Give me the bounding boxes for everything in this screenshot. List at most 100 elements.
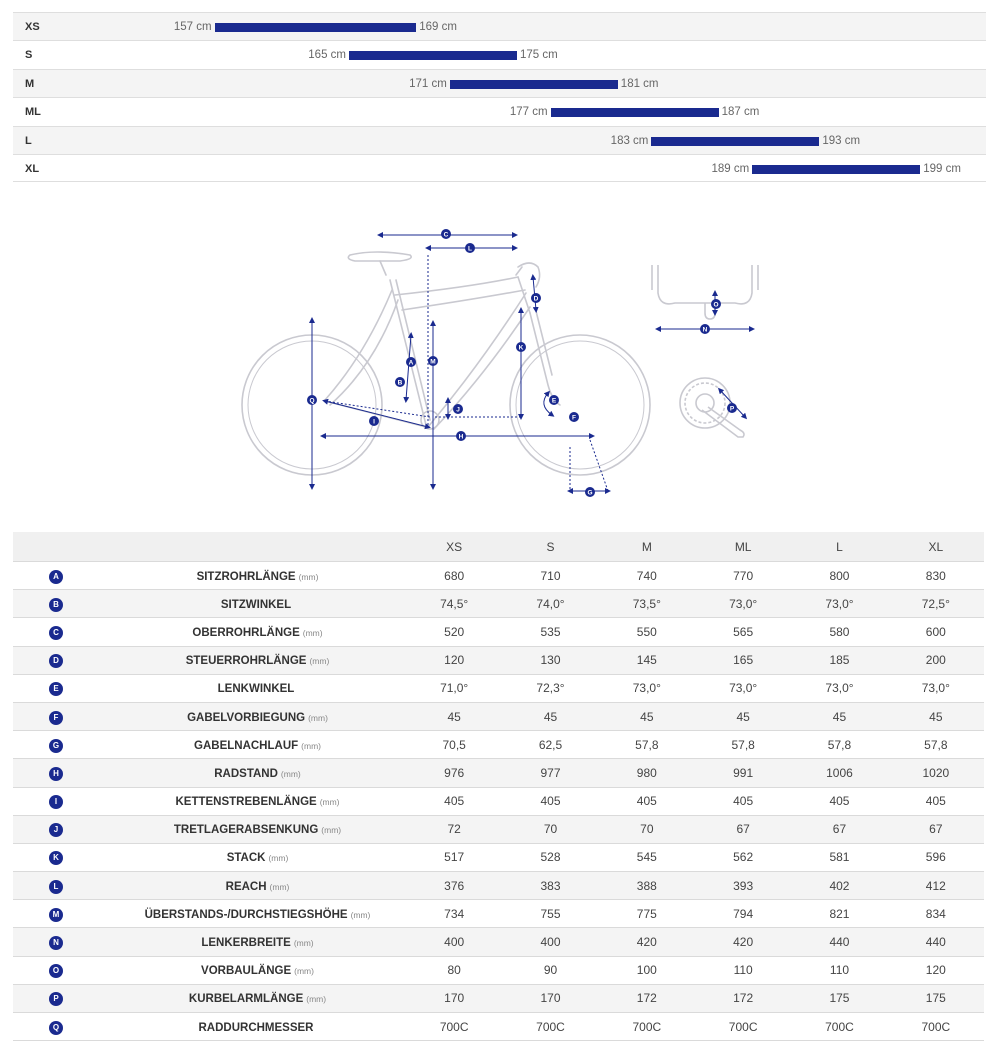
letter-badge: E [49,682,63,697]
value-cell: 73,5° [598,589,695,619]
dimension-badge: B [395,377,405,387]
parameter-cell: STEUERROHRLÄNGE (mm) [109,646,406,675]
value-cell: 388 [598,871,695,901]
size-chart-row: ML 177 cm 187 cm [13,97,986,125]
letter-badge: N [49,936,63,951]
table-row: O VORBAULÄNGE (mm) 80 90 100 110 110 120 [13,956,984,985]
down-tube [427,292,527,428]
dimension-letter: E [552,397,557,404]
value-cell: 700C [406,1012,503,1042]
letter-badge: J [49,823,63,838]
value-cell: 550 [598,617,695,647]
value-cell: 200 [887,646,984,675]
row-letter-cell: H [13,758,109,788]
header-size: XS [406,532,503,562]
value-cell: 991 [694,758,792,788]
row-letter-cell: M [13,899,109,929]
parameter-unit: (mm) [319,797,340,808]
dimension-letter: K [519,344,524,351]
table-row: A SITZROHRLÄNGE (mm) 680 710 740 770 800 830 [13,561,984,591]
dimension-badge: D [531,293,541,303]
value-cell: 700C [791,1012,888,1042]
dimension-letter: B [398,379,403,386]
height-min: 183 cm [610,134,649,147]
parameter-name: VORBAULÄNGE [201,965,292,978]
parameter-cell: TRETLAGERABSENKUNG (mm) [109,815,406,844]
handlebar [517,262,541,288]
parameter-cell: VORBAULÄNGE (mm) [109,956,406,985]
parameter-name: GABELVORBIEGUNG [187,711,306,724]
size-chart-row: XL 189 cm 199 cm [13,153,986,183]
bike-drawing [241,251,651,476]
seat-stay [324,289,393,401]
value-cell: 770 [694,561,792,591]
value-cell: 100 [598,956,695,985]
value-cell: 62,5 [502,730,599,760]
dimension-letter: O [713,301,718,308]
value-cell: 383 [502,871,599,901]
parameter-cell: STACK (mm) [109,843,406,873]
value-cell: 393 [694,871,792,901]
geometry-table: XS S M ML L XL A SITZROHRLÄNGE (mm) 680 710 7… [13,532,984,1042]
value-cell: 740 [598,561,695,591]
height-min: 165 cm [308,49,346,62]
parameter-name: STEUERROHRLÄNGE [185,655,307,668]
size-chart-row: S 165 cm 175 cm [13,40,986,68]
value-cell: 72,5° [887,589,984,619]
dimension-letter: J [456,406,460,413]
front-wheel [509,334,651,476]
value-cell: 172 [694,984,792,1014]
dimension-letter: Q [309,397,314,404]
parameter-name: REACH [225,880,267,893]
letter-badge: G [49,738,63,753]
value-cell: 70,5 [406,730,503,760]
value-cell: 1006 [791,758,888,788]
value-cell: 175 [887,984,984,1014]
parameter-name: LENKERBREITE [201,937,291,950]
dimension-badge: I [369,416,379,426]
parameter-name: OBERROHRLÄNGE [192,626,300,639]
height-min: 177 cm [509,106,548,119]
value-cell: 172 [598,984,695,1014]
dimension-letter: L [468,245,472,252]
value-cell: 80 [406,956,503,985]
value-cell: 57,8 [694,730,792,760]
dimension-badge: C [441,229,451,239]
value-cell: 400 [406,927,503,957]
value-cell: 120 [887,956,984,985]
dimension-badge: L [465,243,475,253]
dimension-badge: E [549,395,559,405]
header-size: ML [694,532,792,562]
value-cell: 73,0° [694,589,792,619]
parameter-cell: RADDURCHMESSER [109,1012,406,1042]
value-cell: 45 [502,702,599,732]
value-cell: 90 [502,956,599,985]
table-row: J TRETLAGERABSENKUNG (mm) 72 70 70 67 67 67 [13,815,984,844]
value-cell: 412 [887,871,984,901]
row-letter-cell: K [13,843,109,873]
value-cell: 520 [406,617,503,647]
row-letter-cell: Q [13,1012,109,1042]
height-max: 181 cm [620,77,659,90]
value-cell: 45 [887,702,984,732]
value-cell: 72 [406,815,503,844]
value-cell: 170 [502,984,599,1014]
value-cell: 67 [791,815,888,844]
parameter-name: LENKWINKEL [217,683,295,696]
parameter-unit: (mm) [350,909,371,920]
value-cell: 73,0° [791,674,888,703]
letter-badge: P [49,992,63,1007]
value-cell: 405 [791,787,888,816]
value-cell: 73,0° [887,674,984,703]
value-cell: 420 [694,927,792,957]
parameter-unit: (mm) [298,571,319,582]
dimension-badge: A [406,357,416,367]
row-letter-cell: F [13,702,109,732]
table-row: L REACH (mm) 376 383 388 393 402 412 [13,871,984,901]
value-cell: 545 [598,843,695,873]
value-cell: 376 [406,871,503,901]
value-cell: 440 [791,927,888,957]
dimension-badge: H [456,431,466,441]
size-chart: XS 157 cm 169 cm S 165 cm 175 cm M 171 cm 181 cm… [13,12,986,183]
row-letter-cell: J [13,815,109,844]
